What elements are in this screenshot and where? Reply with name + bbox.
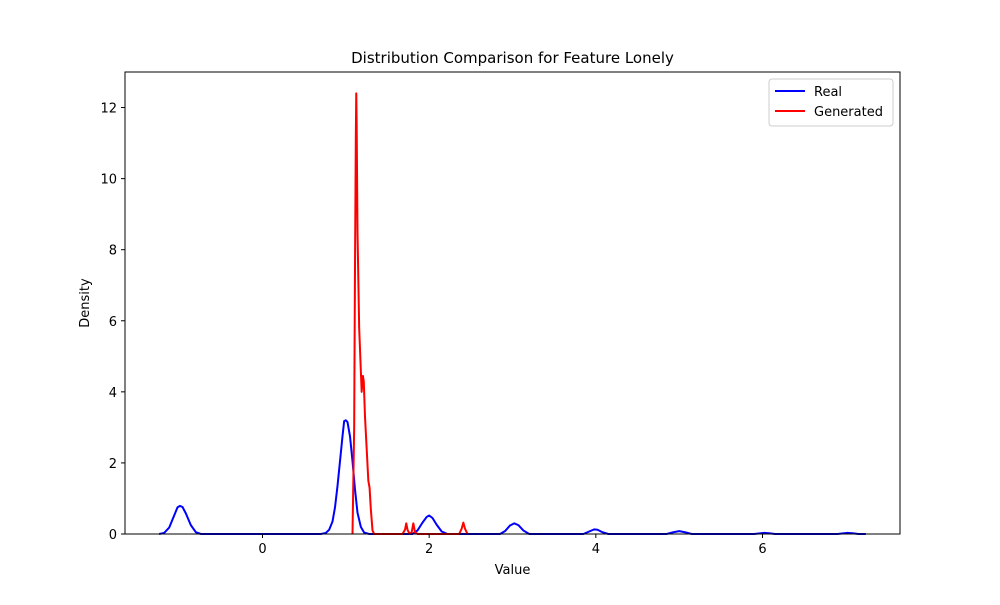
x-tick-label: 4 [592, 542, 600, 557]
legend-label-generated: Generated [814, 105, 883, 120]
x-tick-label: 6 [758, 542, 766, 557]
y-tick-label: 10 [100, 173, 117, 188]
chart-title: Distribution Comparison for Feature Lone… [351, 49, 674, 67]
y-tick-label: 12 [100, 102, 117, 117]
plot-area [125, 72, 900, 534]
plot-frame [124, 71, 901, 535]
y-axis-label: Density [78, 278, 93, 328]
y-tick-label: 8 [109, 244, 117, 259]
x-tick-label: 2 [425, 542, 433, 557]
legend: Real Generated [768, 78, 894, 127]
y-tick-label: 6 [109, 315, 117, 330]
x-axis-label: Value [495, 563, 531, 578]
ticks-layer: 0 2 4 6 0 2 4 6 8 10 12 [100, 102, 766, 557]
y-tick-label: 4 [109, 386, 117, 401]
series-line-generated [351, 92, 469, 535]
legend-label-real: Real [814, 85, 842, 100]
y-tick-label: 2 [109, 457, 117, 472]
x-tick-label: 0 [258, 542, 266, 557]
y-tick-label: 0 [109, 528, 117, 543]
